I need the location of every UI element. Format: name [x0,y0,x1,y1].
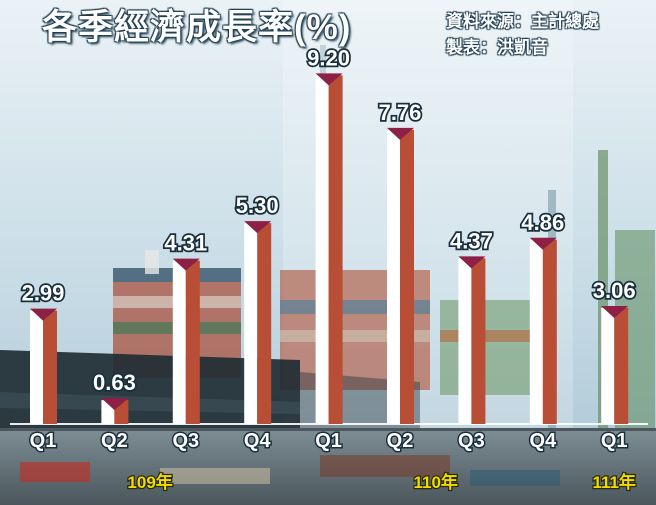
bar-value-label: 9.20 [307,45,350,70]
bar-value-label: 0.63 [93,370,136,395]
year-group-label: 109年 [127,472,172,492]
bar-cap [458,256,486,269]
bar [244,221,272,424]
bar-side [185,260,200,424]
bar-face [387,129,400,424]
bar [30,308,57,424]
bar-side [614,308,629,424]
bar-value-label: 4.31 [164,231,207,256]
bar-value-label: 7.76 [379,100,422,125]
bar-side [43,310,57,424]
year-group-label: 110年 [413,472,457,492]
bar-face [529,239,543,424]
bar-cap [601,306,629,319]
x-tick-label: Q1 [315,430,342,452]
x-tick-label: Q3 [458,430,485,452]
bar-cap [30,308,57,321]
bar-side [542,239,557,424]
bar-side [257,223,272,424]
x-tick-label: Q3 [172,430,199,452]
chart-author-credit: 製表：洪凱音 [446,38,548,57]
bar-value-label: 5.30 [236,193,279,218]
bar-value-label: 4.86 [521,210,564,235]
bar [101,398,129,424]
bars-layer [30,73,629,424]
bar-side [471,258,486,424]
bar-value-label: 3.06 [593,278,636,303]
bar-value-label: 2.99 [22,281,65,306]
bar [172,258,200,424]
chart-title: 各季經濟成長率(%) [42,8,352,47]
bar-side [400,129,414,424]
bar-cap [315,73,343,86]
bar-cap [101,398,129,411]
data-source-credit: 資料來源：主計總處 [446,12,599,31]
x-tick-label: Q1 [30,430,57,452]
bar-face [315,75,329,424]
quarter-labels-layer: Q1 Q2 Q3 Q4 Q1 Q2 Q3 Q4 Q1 [28,429,629,454]
bar-cap [529,237,557,250]
bar-cap [387,127,414,140]
bar-face [30,310,43,424]
x-tick-label: Q2 [101,430,128,452]
bar-face [244,223,258,424]
bar [601,306,629,424]
bar-face [172,260,186,424]
bar [387,127,414,424]
bar-side [328,75,343,424]
bar [529,237,557,424]
x-tick-label: Q2 [387,430,414,452]
year-labels-layer: 109年 110年 111年 [126,471,637,494]
bar-cap [244,221,272,234]
bar-face [601,308,615,424]
x-tick-label: Q4 [529,430,557,452]
bar-cap [172,258,200,271]
value-labels-layer: 2.99 0.63 4.31 5.30 9.20 7.76 4.37 4.86 3.06 [20,44,638,397]
bar [315,73,343,424]
bar-face [458,258,472,424]
bar [458,256,486,424]
x-tick-label: Q1 [601,430,628,452]
x-tick-label: Q4 [244,430,272,452]
bar-value-label: 4.37 [450,228,493,253]
year-group-label: 111年 [592,472,636,492]
